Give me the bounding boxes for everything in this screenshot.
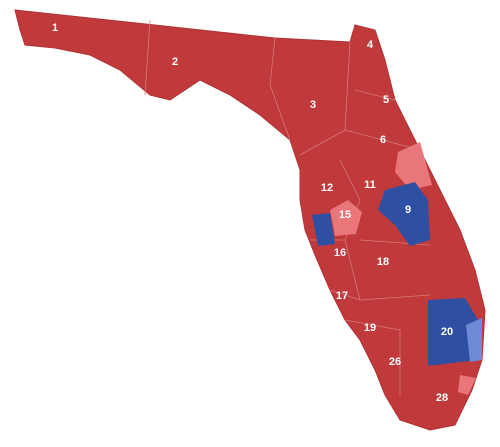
- district-9-area: [378, 182, 430, 246]
- district-label: 4: [367, 39, 374, 51]
- district-label: 20: [441, 326, 453, 338]
- district-label: 15: [339, 209, 351, 221]
- state-shape: [14, 9, 486, 431]
- district-label: 11: [364, 179, 376, 191]
- district-label: 6: [380, 134, 386, 146]
- district-label: 28: [436, 392, 448, 404]
- district-20-area: [428, 298, 478, 366]
- district-label: 18: [377, 256, 389, 268]
- district-label: 2: [172, 56, 178, 68]
- district-label: 5: [383, 94, 389, 106]
- district-27-area: [458, 375, 476, 395]
- district-label: 26: [389, 356, 401, 368]
- district-label: 1: [52, 22, 58, 34]
- district-22-area: [466, 318, 482, 362]
- district-15-area: [330, 200, 362, 236]
- district-label: 16: [334, 247, 346, 259]
- district-14-area: [312, 213, 335, 246]
- district-7-area: [395, 142, 432, 190]
- district-label: 9: [405, 204, 411, 216]
- district-label: 3: [310, 99, 316, 111]
- district-label: 19: [364, 322, 376, 334]
- district-borders: [144, 19, 431, 395]
- district-label: 12: [321, 182, 333, 194]
- district-label: 17: [336, 290, 348, 302]
